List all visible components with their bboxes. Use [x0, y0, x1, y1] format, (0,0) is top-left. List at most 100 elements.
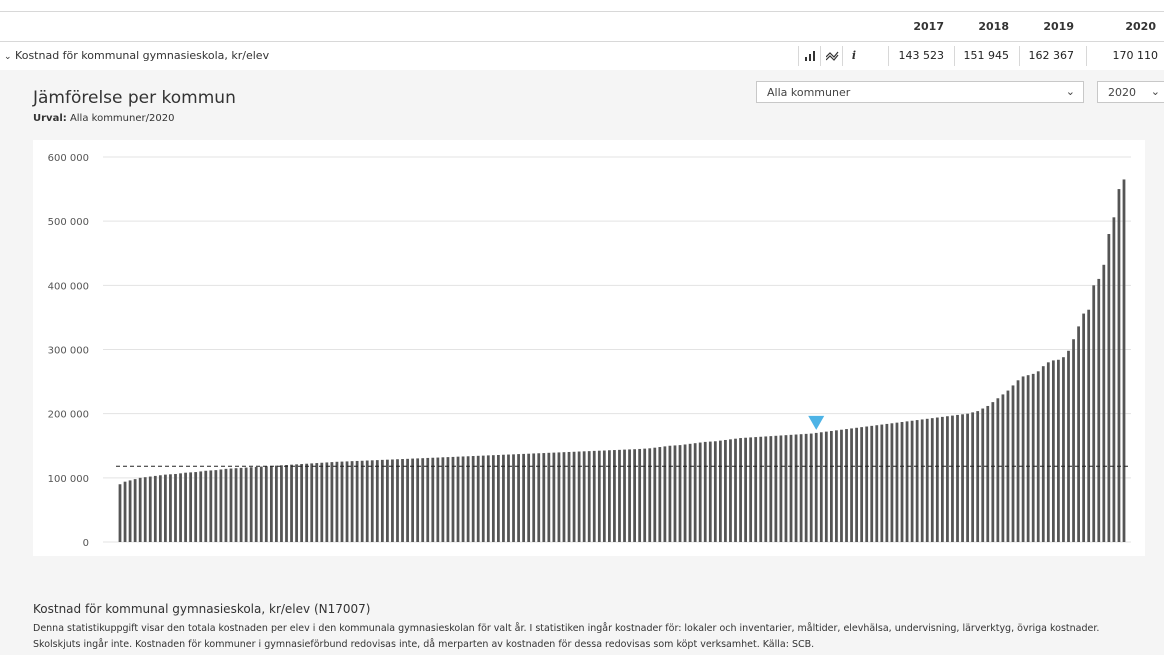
bar: [1026, 375, 1030, 542]
value-2018: 151 945: [963, 49, 1010, 62]
bar: [1031, 373, 1035, 542]
bar: [946, 416, 949, 542]
bar: [491, 455, 495, 542]
year-select[interactable]: 2020 ⌄: [1097, 81, 1164, 103]
indicator-title[interactable]: ⌄ Kostnad för kommunal gymnasieskola, kr…: [4, 49, 269, 62]
bar-chart-icon[interactable]: [798, 46, 821, 66]
bar: [824, 431, 828, 542]
bar: [925, 418, 929, 542]
bar: [713, 441, 717, 542]
bar: [860, 427, 864, 542]
bar: [956, 414, 959, 542]
bar: [633, 449, 636, 542]
bar: [158, 475, 162, 542]
bar: [1001, 394, 1005, 542]
bar: [209, 470, 213, 542]
comparison-chart: 0 100 000 200 000 300 000 400 000 500 000 600 …: [33, 140, 1145, 556]
bar: [179, 473, 182, 542]
bar: [426, 457, 430, 542]
y-tick-label: 0: [83, 538, 89, 549]
bar: [1102, 264, 1106, 542]
bar: [638, 448, 642, 542]
bar: [1046, 362, 1050, 542]
bar: [698, 442, 702, 542]
bar: [855, 427, 858, 542]
bar: [406, 458, 409, 542]
bar: [572, 451, 576, 542]
bar: [416, 458, 420, 542]
bar: [522, 453, 525, 542]
bar: [174, 473, 177, 542]
bar: [259, 466, 263, 542]
bar: [350, 461, 354, 542]
bar: [774, 435, 778, 542]
bar: [613, 450, 616, 542]
bar: [345, 461, 349, 542]
bar: [239, 467, 243, 542]
header-divider-top: [0, 11, 1164, 12]
bar: [708, 441, 712, 542]
indicator-description-title: Kostnad för kommunal gymnasieskola, kr/e…: [33, 602, 371, 616]
bar: [910, 420, 914, 542]
bar: [764, 436, 768, 542]
bar: [688, 443, 692, 542]
bar: [1097, 278, 1101, 542]
column-divider: [954, 46, 955, 66]
bar: [431, 457, 435, 542]
year-column-2018: 2018: [978, 20, 1009, 33]
indicator-description: Denna statistikuppgift visar den totala …: [33, 623, 1100, 650]
y-tick-label: 200 000: [48, 410, 89, 421]
bar: [754, 437, 758, 542]
bar: [845, 429, 848, 542]
y-tick-label: 500 000: [48, 217, 89, 228]
bar: [446, 457, 450, 542]
bar: [829, 430, 833, 542]
trend-icon[interactable]: [820, 46, 843, 66]
bar: [396, 459, 399, 542]
bar: [1082, 313, 1086, 542]
bar: [512, 454, 515, 542]
bar: [835, 430, 838, 542]
bar: [840, 429, 843, 542]
bar: [789, 434, 793, 542]
bar: [759, 436, 763, 542]
indicator-row[interactable]: ⌄ Kostnad för kommunal gymnasieskola, kr…: [0, 42, 1164, 70]
bar: [502, 454, 505, 542]
municipality-select[interactable]: Alla kommuner ⌄: [756, 81, 1084, 103]
info-icon[interactable]: i: [842, 46, 865, 66]
bar: [608, 450, 611, 542]
bar: [123, 481, 127, 542]
bar: [436, 457, 440, 542]
bar: [880, 424, 884, 542]
bar: [900, 422, 904, 542]
chevron-down-icon: ⌄: [1065, 85, 1075, 98]
bar: [729, 439, 732, 542]
bar: [628, 449, 631, 542]
bar: [1072, 339, 1075, 542]
bar: [194, 472, 198, 542]
bar: [441, 457, 445, 542]
bar: [325, 462, 329, 542]
bar: [280, 465, 283, 542]
chevron-down-icon[interactable]: ⌄: [4, 52, 12, 62]
bar: [249, 467, 253, 542]
bar: [507, 454, 510, 542]
bar: [1112, 217, 1116, 542]
bar: [703, 441, 707, 542]
bar: [648, 448, 652, 542]
bar: [532, 453, 536, 542]
bar: [143, 477, 147, 542]
y-tick-label: 400 000: [48, 281, 89, 292]
bar: [542, 453, 546, 542]
header-divider-mid: [0, 41, 1164, 42]
bar: [582, 451, 586, 542]
bar: [653, 447, 657, 542]
column-divider: [1086, 46, 1087, 66]
bar: [219, 469, 223, 542]
bar: [269, 465, 273, 542]
bar: [1062, 357, 1065, 542]
year-column-2020: 2020: [1125, 20, 1156, 33]
bar: [920, 419, 924, 542]
bar: [658, 447, 662, 542]
selection-label: Urval:: [33, 113, 67, 124]
